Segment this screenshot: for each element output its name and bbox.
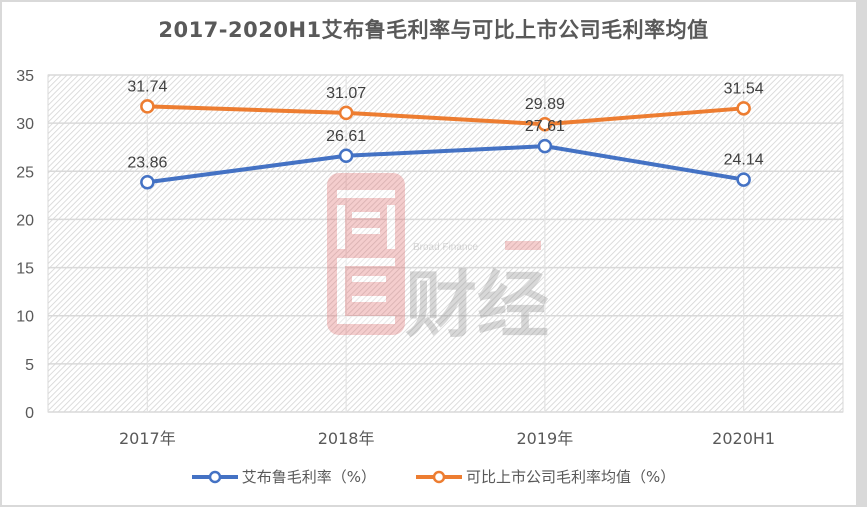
legend: 艾布鲁毛利率（%） 可比上市公司毛利率均值（%） bbox=[0, 466, 867, 487]
data-label: 23.86 bbox=[127, 154, 167, 171]
legend-marker-orange-icon bbox=[416, 470, 462, 483]
data-label: 31.74 bbox=[127, 78, 167, 95]
chart-title: 2017-2020H1艾布鲁毛利率与可比上市公司毛利率均值 bbox=[158, 18, 709, 42]
y-tick-label: 35 bbox=[16, 68, 34, 85]
y-tick-label: 0 bbox=[25, 405, 34, 422]
data-point-marker[interactable] bbox=[140, 175, 155, 190]
watermark-logo: Broad Finance 财经 bbox=[327, 173, 549, 347]
y-axis-ticks: 0 5 10 15 20 25 30 35 bbox=[16, 68, 34, 422]
x-axis-ticks: 2017年 2018年 2019年 2020H1 bbox=[119, 429, 775, 448]
x-tick-label: 2018年 bbox=[318, 429, 375, 448]
legend-marker-blue-icon bbox=[191, 470, 238, 483]
series-lines bbox=[140, 99, 751, 190]
data-label: 27.61 bbox=[525, 118, 565, 135]
series-line bbox=[147, 104, 744, 127]
plot-area bbox=[47, 74, 844, 413]
data-labels: 23.86 26.61 27.61 24.14 31.74 31.07 29.89 31.54 bbox=[127, 78, 763, 171]
legend-item-aiburu[interactable]: 艾布鲁毛利率（%） bbox=[191, 466, 376, 487]
x-tick-label: 2019年 bbox=[517, 429, 574, 448]
y-tick-label: 10 bbox=[16, 309, 34, 326]
x-tick-label: 2017年 bbox=[119, 429, 176, 448]
y-tick-label: 20 bbox=[16, 212, 34, 229]
y-tick-label: 25 bbox=[16, 164, 34, 181]
series-line bbox=[147, 144, 744, 185]
legend-label-peers: 可比上市公司毛利率均值（%） bbox=[466, 468, 676, 486]
y-tick-label: 30 bbox=[16, 116, 34, 133]
watermark-text-en: Broad Finance bbox=[413, 242, 478, 253]
y-tick-label: 15 bbox=[16, 261, 34, 278]
data-point-marker[interactable] bbox=[736, 101, 751, 116]
data-point-marker[interactable] bbox=[338, 148, 354, 164]
gridlines bbox=[48, 74, 843, 413]
data-label: 26.61 bbox=[326, 128, 366, 145]
data-point-marker[interactable] bbox=[338, 105, 354, 121]
data-label: 24.14 bbox=[724, 152, 764, 169]
watermark-text-cn: 财经 bbox=[405, 263, 549, 347]
data-point-marker[interactable] bbox=[140, 99, 155, 114]
y-tick-label: 5 bbox=[25, 357, 34, 374]
legend-label-aiburu: 艾布鲁毛利率（%） bbox=[241, 468, 376, 486]
data-label: 31.54 bbox=[724, 80, 764, 97]
data-point-marker[interactable] bbox=[537, 116, 553, 132]
legend-item-peers[interactable]: 可比上市公司毛利率均值（%） bbox=[416, 466, 675, 487]
x-tick-label: 2020H1 bbox=[712, 429, 775, 448]
data-point-marker[interactable] bbox=[736, 172, 751, 187]
data-label: 31.07 bbox=[326, 85, 366, 102]
data-label: 29.89 bbox=[525, 96, 565, 113]
data-point-marker[interactable] bbox=[537, 138, 553, 154]
